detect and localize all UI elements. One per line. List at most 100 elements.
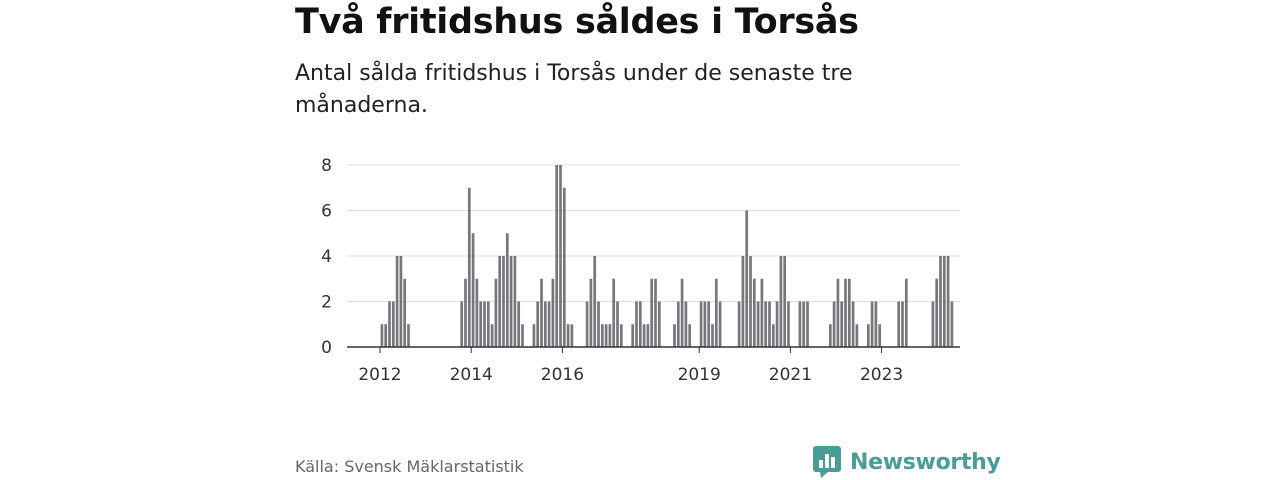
bar (650, 278, 654, 347)
bar (471, 233, 475, 347)
bar (589, 278, 593, 347)
bar (680, 278, 684, 347)
bar (498, 256, 502, 347)
bar (844, 278, 847, 347)
bar (840, 301, 844, 347)
bar (460, 301, 464, 347)
bar (699, 301, 703, 347)
bar (616, 301, 619, 347)
x-tick-label: 2016 (541, 365, 584, 385)
y-tick-label: 8 (321, 156, 332, 176)
bar (768, 301, 771, 347)
bar (707, 301, 711, 347)
bar (532, 324, 536, 347)
bar (559, 165, 562, 347)
bar (832, 301, 836, 347)
bar (597, 301, 600, 347)
bar (521, 324, 524, 347)
bar (711, 324, 714, 347)
bar (855, 324, 859, 347)
bar (942, 256, 946, 347)
bar (714, 278, 718, 347)
bar (517, 301, 521, 347)
bar (904, 278, 908, 347)
bar (802, 301, 806, 347)
bar (931, 301, 935, 347)
bar (483, 301, 486, 347)
bar (703, 301, 707, 347)
bar (555, 165, 559, 347)
y-axis-ticks: 0 2 4 6 8 (321, 156, 332, 358)
chart-title: Två fritidshus såldes i Torsås (295, 2, 859, 42)
bar (654, 278, 657, 347)
bar (836, 278, 840, 347)
bar (851, 301, 855, 347)
bar (828, 324, 832, 347)
bar (604, 324, 608, 347)
bars (380, 165, 954, 347)
bar (384, 324, 388, 347)
bar (475, 278, 479, 347)
bar (513, 256, 517, 347)
bar (779, 256, 783, 347)
bar (806, 301, 809, 347)
bar (870, 301, 874, 347)
bar (866, 324, 870, 347)
x-tick-label: 2019 (678, 365, 721, 385)
bar-chart: 0 2 4 6 8 2012 2014 2016 2019 2021 2023 2 (321, 0, 976, 385)
bar (847, 278, 851, 347)
annotations: 2 (962, 0, 976, 7)
x-tick-label: 2012 (358, 365, 401, 385)
bar (467, 187, 471, 347)
bar (608, 324, 612, 347)
bar (635, 301, 638, 347)
bar (878, 324, 882, 347)
bar (490, 324, 494, 347)
bar (787, 301, 790, 347)
y-tick-label: 6 (321, 202, 332, 222)
bar (718, 301, 722, 347)
chart-subtitle: Antal sålda fritidshus i Torsås under de… (295, 61, 853, 118)
newsworthy-logo: Newsworthy (812, 445, 1001, 479)
bar (897, 301, 901, 347)
bar (403, 278, 407, 347)
bar (646, 324, 650, 347)
bar (494, 278, 498, 347)
bar (509, 256, 513, 347)
y-tick-label: 2 (321, 293, 332, 313)
bar (684, 301, 688, 347)
bar (543, 301, 547, 347)
bar (551, 278, 555, 347)
bar (798, 301, 802, 347)
bar (688, 324, 692, 347)
bar (638, 301, 642, 347)
brand-name: Newsworthy (850, 449, 1001, 475)
bar (764, 301, 768, 347)
bar (749, 256, 752, 347)
bar (585, 301, 589, 347)
bar (547, 301, 551, 347)
bar (642, 324, 646, 347)
bar (901, 301, 904, 347)
bar (775, 301, 779, 347)
bar (391, 301, 395, 347)
bar (399, 256, 403, 347)
newsworthy-logo-icon (813, 446, 841, 478)
bar (464, 278, 467, 347)
source-note: Källa: Svensk Mäklarstatistik (295, 457, 524, 476)
bar (752, 278, 756, 347)
bar (536, 301, 540, 347)
bar (562, 187, 566, 347)
gridlines (347, 164, 960, 302)
bar (783, 256, 787, 347)
bar (760, 278, 764, 347)
bar (593, 256, 597, 347)
x-axis-ticks: 2012 2014 2016 2019 2021 2023 (358, 347, 903, 385)
y-tick-label: 4 (321, 247, 332, 267)
bar (939, 256, 942, 347)
highlight-value-label: 2 (964, 0, 975, 5)
y-tick-label: 0 (321, 338, 332, 358)
bar (673, 324, 676, 347)
x-tick-label: 2014 (450, 365, 493, 385)
bar (600, 324, 604, 347)
